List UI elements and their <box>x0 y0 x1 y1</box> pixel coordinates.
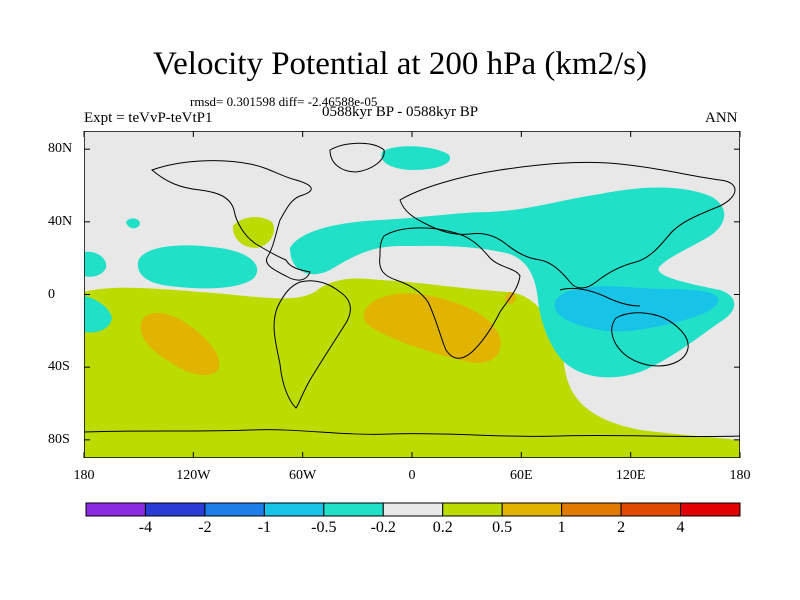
latitude-label: 80N <box>48 141 73 157</box>
longitude-label: 0 <box>408 468 416 483</box>
strong-negative-maritime-continent <box>554 286 719 332</box>
colorbar-label: -0.2 <box>370 519 396 536</box>
latitude-label: 80S <box>48 431 70 447</box>
period-label: 0588kyr BP - 0588kyr BP <box>322 104 479 120</box>
colorbar-swatch <box>382 502 444 517</box>
antarctica-coast <box>84 429 740 438</box>
strong-positive-south-pacific <box>140 312 220 376</box>
strong-negative-regions <box>554 286 719 332</box>
colorbar-label: -1 <box>257 519 272 536</box>
colorbar <box>85 502 741 517</box>
colorbar-label: -2 <box>198 519 212 536</box>
africa-coast <box>379 227 521 359</box>
longitude-label: 60W <box>289 468 317 483</box>
latitude-label: 0 <box>48 286 55 302</box>
coastlines <box>84 142 740 438</box>
positive-region-north-america <box>232 217 275 248</box>
colorbar-swatch <box>323 502 384 517</box>
strong-positive-southern-africa <box>363 293 501 363</box>
colorbar-swatch <box>204 502 265 517</box>
greenland-coast <box>329 142 385 173</box>
positive-contour-regions <box>84 217 740 458</box>
colorbar-label: 0.5 <box>492 519 513 536</box>
latitude-label: 40N <box>48 213 73 229</box>
colorbar-label: -0.5 <box>311 519 337 536</box>
longitude-label: 60E <box>510 468 533 483</box>
longitude-label: 180 <box>729 468 751 483</box>
colorbar-label: 2 <box>617 519 626 536</box>
maritime-continent-coast <box>559 287 641 307</box>
colorbar-label: 0.2 <box>432 519 453 536</box>
negative-region-eastern-pacific <box>137 245 258 289</box>
season-label: ANN <box>705 110 738 126</box>
colorbar-swatch <box>144 502 206 517</box>
colorbar-swatch <box>561 502 622 517</box>
colorbar-label: -4 <box>138 519 153 536</box>
longitude-label: 180 <box>73 468 95 483</box>
stats-line: rmsd= 0.301598 diff= -2.46588e-05 <box>190 94 378 109</box>
north-america-coast <box>151 160 312 281</box>
eurasia-coast <box>399 161 736 289</box>
latitude-label: 40S <box>48 359 70 375</box>
australia-coast <box>611 312 689 367</box>
map-plot-area <box>84 131 740 458</box>
colorbar-label: 1 <box>557 519 566 536</box>
colorbar-swatch <box>263 502 325 517</box>
colorbar-swatch <box>501 502 563 517</box>
strong-positive-regions <box>140 292 516 376</box>
longitude-label: 120W <box>176 468 211 483</box>
map-title: Velocity Potential at 200 hPa (km2/s) <box>152 46 648 82</box>
colorbar-swatch <box>620 502 682 517</box>
colorbar-label: 4 <box>676 519 685 536</box>
longitude-label: 120E <box>615 468 646 483</box>
south-america-coast <box>273 280 351 409</box>
axis-ticks <box>83 131 741 458</box>
colorbar-swatch <box>85 502 146 517</box>
experiment-label: Expt = teVvP-teVtP1 <box>84 110 213 126</box>
colorbar-swatch <box>680 502 741 517</box>
colorbar-swatch <box>442 502 503 517</box>
